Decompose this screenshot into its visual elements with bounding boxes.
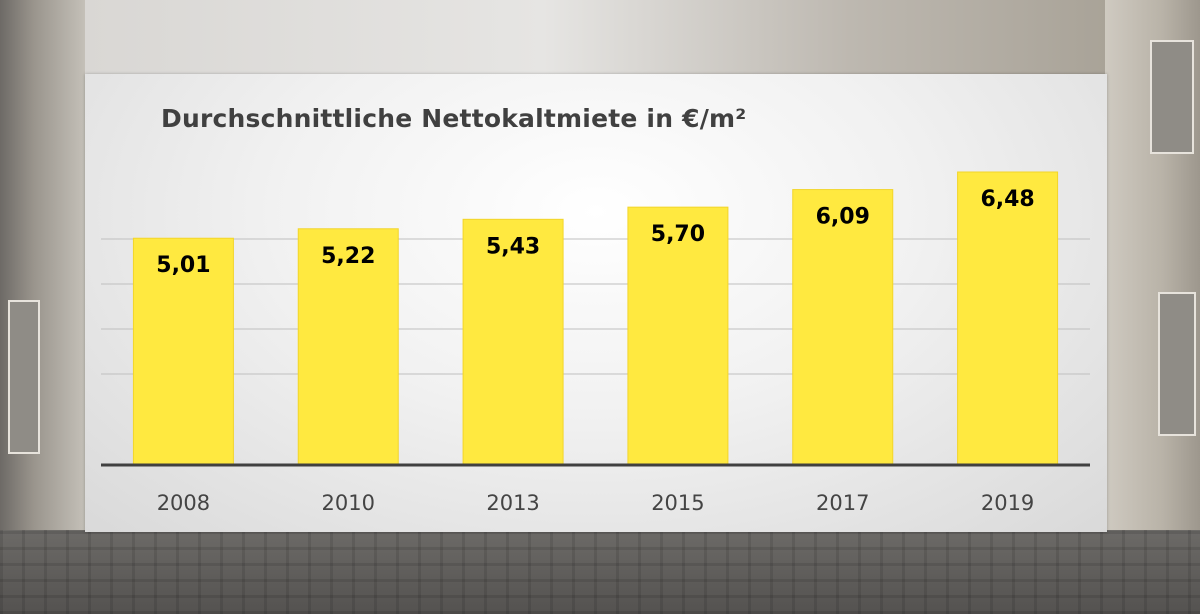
- x-tick-label: 2019: [981, 491, 1034, 515]
- data-label: 6,09: [816, 205, 870, 230]
- background-window: [8, 300, 40, 454]
- x-tick-label: 2017: [816, 491, 869, 515]
- data-label: 5,22: [321, 244, 375, 269]
- x-tick-label: 2013: [486, 491, 539, 515]
- background-window: [1158, 292, 1196, 436]
- x-tick-label: 2010: [322, 491, 375, 515]
- data-label: 5,70: [651, 222, 705, 247]
- data-label: 5,01: [156, 253, 210, 278]
- x-tick-label: 2008: [157, 491, 210, 515]
- background-street: [0, 530, 1200, 614]
- bar-2019: [957, 171, 1059, 465]
- data-label: 6,48: [980, 187, 1034, 212]
- bar-2013: [462, 218, 564, 465]
- data-label: 5,43: [486, 234, 540, 259]
- bar-2017: [792, 189, 894, 465]
- background-photo-top: [85, 0, 1105, 74]
- bar-2008: [132, 237, 234, 465]
- background-window: [1150, 40, 1194, 154]
- x-tick-label: 2015: [651, 491, 704, 515]
- bar-2010: [297, 228, 399, 465]
- bar-2015: [627, 206, 729, 465]
- chart-title: Durchschnittliche Nettokaltmiete in €/m²: [161, 104, 747, 133]
- bar-chart: 5,01 2008 5,22 2010 5,43 2013 5,70 2015 6,09 2017…: [101, 171, 1090, 515]
- chart-panel: Durchschnittliche Nettokaltmiete in €/m²…: [85, 74, 1107, 532]
